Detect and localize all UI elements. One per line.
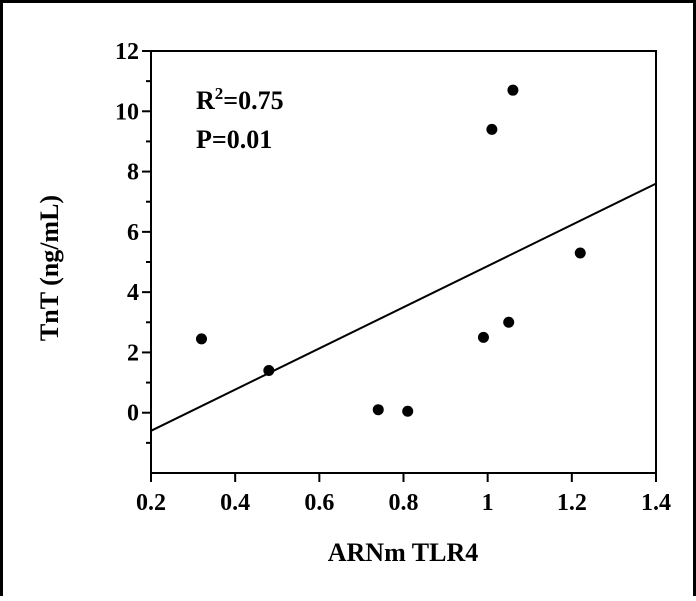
- y-tick-label: 12: [115, 39, 139, 65]
- data-point: [507, 84, 519, 96]
- x-tick-label: 0.8: [389, 490, 419, 516]
- data-point: [574, 247, 586, 259]
- annotation-p-value: P=0.01: [196, 125, 272, 154]
- data-point: [486, 123, 498, 135]
- x-axis-label: ARNm TLR4: [328, 538, 478, 567]
- x-tick-label: 0.6: [304, 490, 334, 516]
- data-point: [196, 333, 207, 345]
- x-tick-label: 0.2: [136, 490, 166, 516]
- y-tick-label: 10: [115, 99, 139, 125]
- y-tick-label: 2: [127, 340, 139, 366]
- y-tick-label: 4: [127, 280, 139, 306]
- data-point: [263, 365, 275, 377]
- data-point: [477, 331, 489, 343]
- data-points: [196, 84, 586, 417]
- x-tick-label: 1.4: [641, 490, 671, 516]
- data-point: [372, 404, 384, 416]
- x-tick-label: 0.4: [220, 490, 250, 516]
- x-tick-label: 1.2: [557, 490, 587, 516]
- y-tick-label: 0: [127, 401, 139, 427]
- x-tick-label: 1: [482, 490, 494, 516]
- data-point: [402, 405, 414, 417]
- annotation-r-squared: R2=0.75: [196, 84, 284, 115]
- scatter-chart: 0.2 0.4 0.6 0.8 1 1.2 1.4 0 2 4 6 8 10 12 R2=0.75 P=…: [35, 39, 671, 567]
- data-point: [503, 316, 515, 328]
- plot-area: 0.2 0.4 0.6 0.8 1 1.2 1.4 0 2 4 6 8 10 12: [115, 39, 671, 516]
- y-tick-label: 6: [127, 220, 139, 246]
- y-axis-ticks: 0 2 4 6 8 10 12: [115, 39, 151, 444]
- x-axis-ticks: 0.2 0.4 0.6 0.8 1 1.2 1.4: [136, 473, 671, 516]
- y-axis-label: TnT (ng/mL): [35, 195, 64, 341]
- y-tick-label: 8: [127, 160, 139, 186]
- regression-line: [150, 182, 657, 432]
- annotations: R2=0.75 P=0.01: [196, 84, 284, 154]
